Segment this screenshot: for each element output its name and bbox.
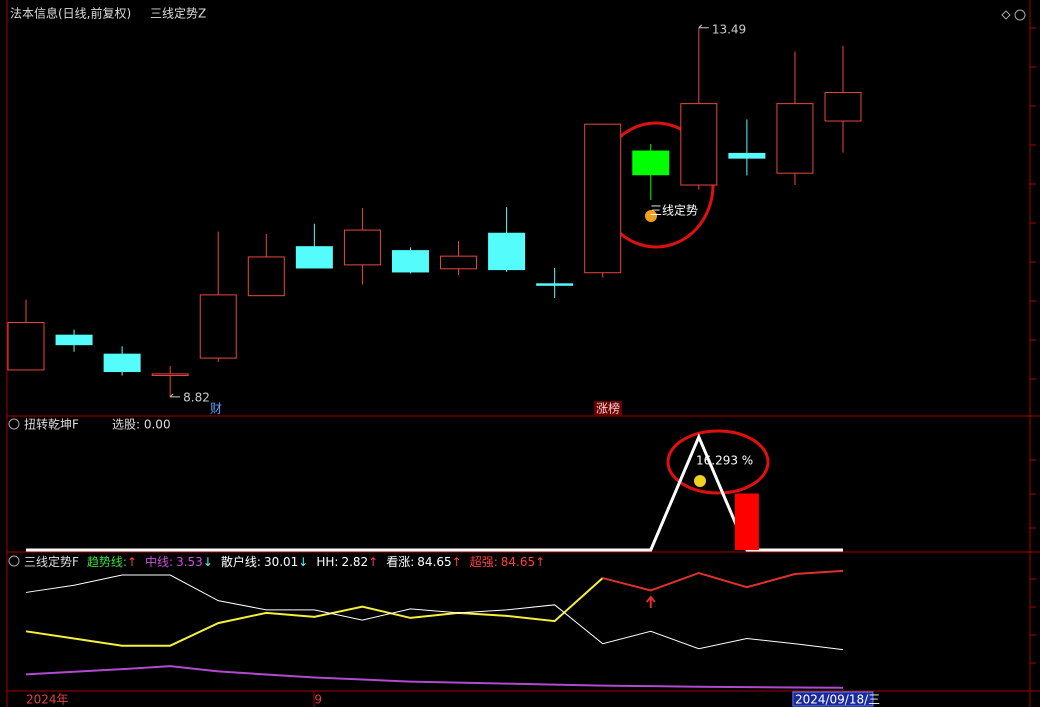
legend-value: 30.01 [264,555,298,569]
candle-body [680,103,718,186]
legend-sep: : [257,555,261,569]
right-ticks [1030,27,1036,664]
legend-sep: : [123,555,127,569]
label-pointer [698,24,709,29]
candle-body [103,353,141,373]
date-box [792,691,874,707]
legend-sep: : [494,555,498,569]
legend-sep: : [334,555,338,569]
series-line [25,577,604,647]
candle-body [55,334,93,346]
marker: 财 [210,402,222,416]
series-line [25,574,844,651]
candle-body [440,255,478,270]
panel-icons [8,9,1026,567]
legend-sep: : [169,555,173,569]
legend-name: HH [316,555,334,569]
legend-name: 中线 [145,554,169,569]
candle-body [295,246,333,269]
candle-body [776,103,814,174]
x-tick-label: 2024年 [26,693,69,707]
indicator-name: 三线定势Z [150,6,206,21]
signal-icon [645,210,657,222]
marker: 涨榜 [596,401,620,416]
marker-bg [594,401,622,416]
legend-arrow: ↑ [535,555,545,569]
candle-body [488,232,526,271]
candle-body [824,92,862,122]
highlight-circle [666,429,770,495]
candle-body [584,123,622,274]
panel-title: 扭转乾坤F [24,417,79,432]
low-label: 8.82 [183,390,210,404]
high-label: 13.49 [712,22,746,36]
panel-title: 三线定势F [24,554,79,569]
legend-value: 84.65 [501,555,535,569]
bar [734,493,759,550]
candle-body [247,256,285,297]
legend-arrow: ↓ [298,555,308,569]
candle-body [7,322,45,371]
legend-sep: : [410,555,414,569]
candle-body [536,283,574,286]
chart-title: 法本信息(日线,前复权) [10,6,131,21]
candle-body [728,152,766,159]
legend-value: 2.82 [341,555,368,569]
annotation: 16.293 % [696,454,753,468]
legend-value: 84.65 [417,555,451,569]
legend-arrow: ↑ [452,555,462,569]
panel-subtitle: 选股: 0.00 [112,418,171,432]
candle-body [343,229,381,266]
legend-arrow: ↑ [127,555,137,569]
x-tick-label: 2024/09/18/三 [795,693,880,707]
series-line [25,665,844,689]
candle-body [199,294,237,359]
legend-name: 散户线 [221,554,257,569]
candle-body [632,150,670,176]
series-line [602,569,844,592]
legend-arrow: ↓ [203,555,213,569]
legend-name: 趋势线 [87,555,123,569]
label-pointer [169,393,181,398]
signal-arrow [645,595,656,608]
legend-value: 3.53 [176,555,203,569]
line [26,433,843,552]
smile-icon [694,475,706,487]
x-tick-label: 9 [314,693,322,707]
candle-body [151,373,189,376]
legend-name: 看涨 [386,554,410,569]
annotation: 三线定势 [650,203,698,218]
legend-arrow: ↑ [368,555,378,569]
panel-header: 三线定势F 趋势线:↑ 中线: 3.53↓ 散户线: 30.01↓ HH: 2.82↑ 看涨: 8… [24,554,545,569]
candle-body [391,250,429,273]
legend-name: 超强 [470,554,494,569]
